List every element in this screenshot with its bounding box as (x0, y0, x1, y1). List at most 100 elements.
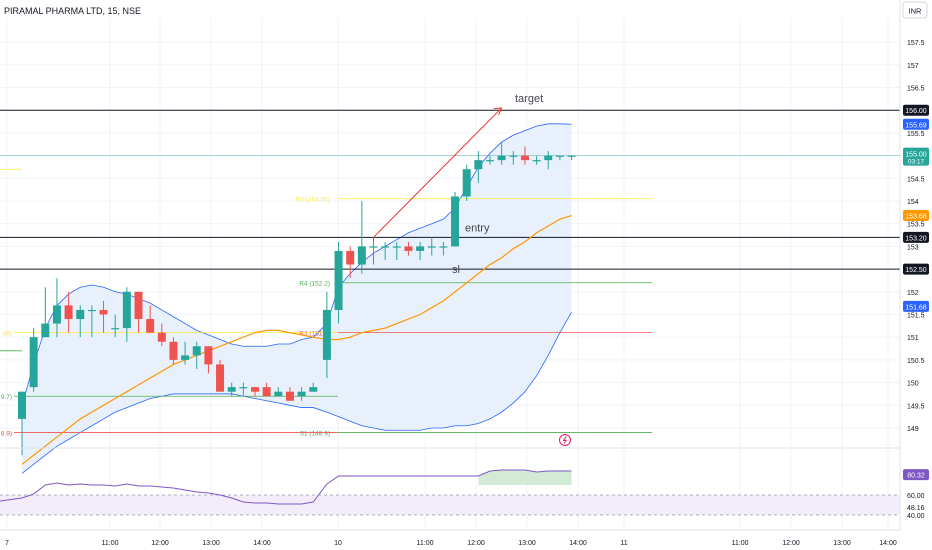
candle-body (392, 246, 401, 248)
rsi-current-box (903, 469, 929, 481)
candle-body (322, 309, 331, 360)
candle-body (216, 364, 225, 392)
moving-average-line (21, 214, 572, 465)
candle-body (274, 391, 283, 397)
sl-label: sl (452, 264, 460, 276)
candle (532, 155, 541, 165)
bollinger-fill (22, 123, 572, 474)
time-tick: 11:00 (732, 540, 749, 547)
candle-body (18, 391, 26, 419)
candle (462, 164, 471, 201)
candle (297, 387, 306, 401)
price-tick: 150.5 (907, 358, 925, 365)
time-tick: 11 (620, 540, 627, 547)
pivot-label: R4 (152.2) (299, 281, 330, 288)
candle (555, 155, 564, 161)
candle-body (381, 246, 390, 248)
annotations: target entry sl (373, 93, 543, 276)
candle (251, 387, 259, 397)
time-tick: 13:00 (202, 540, 220, 547)
time-tick: 13:00 (833, 540, 851, 547)
candle-body (204, 346, 213, 365)
candle-body (462, 169, 471, 197)
pivot-label-prev: 49) (3, 331, 12, 338)
pivot-label: R3 (151.1) (299, 331, 330, 338)
candle (239, 382, 248, 397)
candle (99, 300, 108, 333)
rsi-tick: 40.00 (907, 513, 925, 520)
candle-body (357, 246, 366, 265)
candle (334, 241, 343, 324)
candle-body (497, 155, 506, 161)
candle-body (64, 305, 73, 320)
price-label: 152.50 (905, 267, 927, 274)
entry-label: entry (465, 222, 490, 234)
last-price-value: 155.00 (905, 152, 927, 159)
price-tick: 153.5 (907, 222, 925, 229)
candle-body (285, 391, 294, 401)
candle-body (334, 250, 343, 310)
time-tick: 11:00 (102, 540, 119, 547)
bb-upper-badge-box (903, 118, 929, 130)
time-tick: 11:00 (417, 540, 434, 547)
candle (404, 241, 413, 256)
candle-body (297, 391, 306, 397)
candle (567, 155, 576, 161)
candle (427, 237, 436, 256)
candle (369, 237, 378, 265)
moving-average (21, 214, 572, 465)
alert-icon[interactable] (559, 434, 571, 446)
candle (309, 382, 318, 392)
candle (497, 141, 506, 165)
candle-body (134, 291, 143, 320)
candle-body (262, 387, 271, 397)
time-tick: 12:00 (151, 540, 169, 547)
currency-button[interactable] (902, 1, 928, 19)
candle (216, 359, 225, 392)
last-price-box (903, 147, 929, 166)
candle (192, 341, 201, 369)
candle-body (76, 309, 85, 320)
time-tick: 14:00 (569, 540, 587, 547)
price-tick: 153 (907, 244, 919, 251)
rsi-current: 80.32 (907, 473, 925, 480)
candle (111, 314, 120, 338)
candle-body (346, 250, 355, 265)
pivot-levels: R5 (154.05) R4 (152.2) R3 (151.1) S1 (148.9… (0, 168, 652, 438)
rsi-overbought-fill (478, 470, 572, 485)
candle-body (41, 323, 50, 338)
candle (544, 151, 553, 170)
candle-body (146, 319, 155, 333)
price-label-box (903, 263, 929, 275)
price-tick: 154.5 (907, 176, 925, 183)
candle (227, 382, 236, 397)
target-label: target (515, 93, 543, 105)
price-label: 153.20 (905, 235, 927, 242)
candle (52, 278, 61, 338)
candle-body (192, 346, 201, 356)
price-label-box (903, 231, 929, 243)
candle-body (52, 305, 61, 324)
candle (41, 287, 50, 338)
time-tick: 14:00 (253, 540, 271, 547)
rsi-tick: 60.00 (907, 493, 925, 500)
rsi-line (0, 469, 572, 505)
candle (169, 337, 178, 365)
candle-body (99, 309, 108, 315)
price-tick: 151 (907, 335, 919, 342)
candle (322, 291, 331, 379)
candle-body (227, 387, 236, 392)
candle-body (239, 387, 248, 389)
candle (76, 305, 85, 338)
price-tick: 157 (907, 63, 919, 70)
horizontal-lines[interactable]: 156.00 153.20 152.50 (0, 104, 929, 275)
pivot-label: S1 (148.9) (300, 431, 330, 438)
candle-body (181, 355, 190, 360)
price-tick: 157.5 (907, 40, 925, 47)
candle-body (555, 155, 564, 157)
candle (285, 387, 294, 401)
candle-body (157, 332, 166, 342)
